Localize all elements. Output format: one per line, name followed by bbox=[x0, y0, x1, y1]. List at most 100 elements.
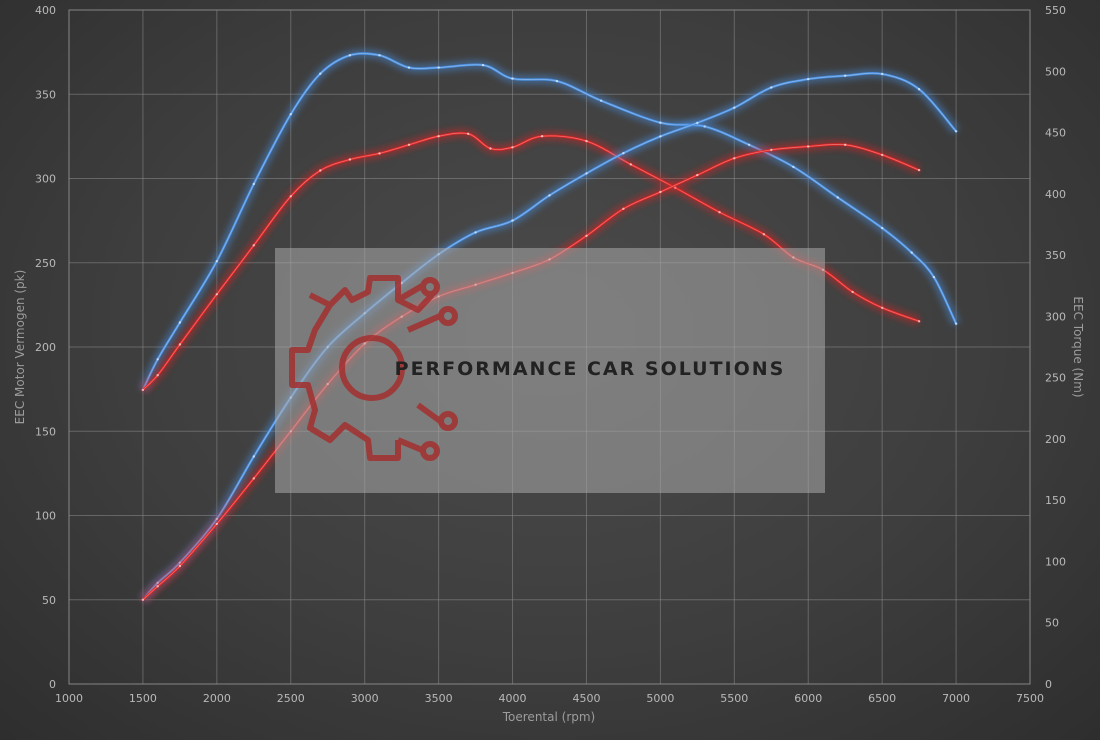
y2-tick-label: 100 bbox=[1045, 555, 1066, 568]
y-tick-label: 350 bbox=[35, 88, 56, 101]
data-point bbox=[770, 86, 773, 89]
data-point bbox=[881, 153, 884, 157]
data-point bbox=[844, 74, 847, 77]
data-point bbox=[718, 211, 721, 214]
data-point bbox=[910, 251, 913, 254]
data-point bbox=[659, 121, 662, 124]
data-point bbox=[836, 196, 839, 199]
y2-tick-label: 50 bbox=[1045, 617, 1059, 630]
watermark: PERFORMANCE CAR SOLUTIONS bbox=[275, 248, 825, 493]
x-tick-label: 6500 bbox=[868, 692, 896, 705]
data-point bbox=[540, 135, 544, 138]
data-point bbox=[917, 168, 921, 172]
gear-circuit-logo-icon bbox=[289, 275, 458, 461]
series-1-torque-line bbox=[138, 48, 961, 392]
data-point bbox=[474, 231, 477, 234]
y2-tick-label: 250 bbox=[1045, 372, 1066, 385]
data-point bbox=[844, 143, 847, 146]
data-point bbox=[178, 564, 182, 568]
x-tick-label: 7500 bbox=[1016, 692, 1044, 705]
data-point bbox=[770, 148, 773, 152]
y-tick-label: 250 bbox=[35, 257, 56, 270]
y2-tick-label: 400 bbox=[1045, 188, 1066, 201]
data-point bbox=[252, 455, 255, 458]
data-point bbox=[437, 66, 440, 69]
x-tick-label: 6000 bbox=[794, 692, 822, 705]
series-3-power-line bbox=[139, 68, 960, 603]
y2-tick-label: 150 bbox=[1045, 494, 1066, 507]
data-point bbox=[252, 477, 255, 480]
data-point bbox=[348, 158, 352, 161]
data-point bbox=[252, 182, 255, 186]
x-tick-label: 5000 bbox=[646, 692, 674, 705]
data-point bbox=[851, 290, 854, 294]
data-point bbox=[881, 72, 884, 76]
data-point bbox=[703, 125, 706, 128]
data-point bbox=[555, 79, 559, 83]
data-point bbox=[659, 135, 662, 138]
brand-name: PERFORMANCE CAR SOLUTIONS bbox=[395, 358, 786, 380]
data-point bbox=[792, 165, 795, 169]
x-tick-label: 3000 bbox=[351, 692, 379, 705]
y2-tick-label: 450 bbox=[1045, 127, 1066, 140]
x-tick-label: 7000 bbox=[942, 692, 970, 705]
data-point bbox=[917, 320, 921, 323]
y2-tick-label: 300 bbox=[1045, 310, 1066, 323]
x-tick-label: 4000 bbox=[499, 692, 527, 705]
x-tick-label: 5500 bbox=[720, 692, 748, 705]
data-point bbox=[881, 226, 884, 230]
y2-tick-label: 350 bbox=[1045, 249, 1066, 262]
data-point bbox=[467, 132, 470, 135]
data-point bbox=[511, 219, 514, 222]
data-point bbox=[696, 173, 699, 177]
data-point bbox=[954, 130, 958, 133]
data-point bbox=[407, 66, 411, 69]
data-point bbox=[319, 72, 322, 75]
x-tick-label: 3500 bbox=[425, 692, 453, 705]
data-point bbox=[932, 275, 936, 279]
data-point bbox=[141, 598, 145, 601]
data-point bbox=[696, 121, 699, 125]
data-point bbox=[585, 139, 588, 143]
data-point bbox=[215, 522, 218, 526]
y-tick-label: 200 bbox=[35, 341, 56, 354]
data-point bbox=[747, 143, 751, 146]
data-point bbox=[733, 157, 736, 160]
data-point bbox=[437, 135, 440, 138]
x-tick-label: 2500 bbox=[277, 692, 305, 705]
data-point bbox=[954, 322, 958, 325]
y-tick-label: 100 bbox=[35, 510, 56, 523]
data-point bbox=[548, 194, 551, 197]
data-point bbox=[489, 147, 492, 150]
x-axis-ticks: 1000 1500 2000 2500 3000 3500 4000 4500 5000 5500… bbox=[55, 692, 1044, 705]
data-point bbox=[807, 77, 810, 81]
data-point bbox=[585, 234, 588, 237]
y2-axis-ticks: 0 50 100 150 200 250 300 350 400 450 500 550 bbox=[1045, 4, 1066, 691]
series-line bbox=[141, 72, 958, 601]
y2-tick-label: 200 bbox=[1045, 433, 1066, 446]
data-point bbox=[215, 260, 218, 263]
data-point bbox=[622, 152, 625, 155]
plot-frame bbox=[68, 9, 1031, 685]
series-highlight bbox=[142, 72, 957, 601]
data-point bbox=[622, 207, 625, 210]
data-point bbox=[156, 585, 159, 588]
data-point bbox=[511, 77, 514, 80]
data-point bbox=[917, 88, 921, 91]
y2-tick-label: 0 bbox=[1045, 678, 1052, 691]
y-axis-title: EEC Motor Vermogen (pk) bbox=[13, 270, 27, 425]
x-axis-title: Toerental (rpm) bbox=[502, 710, 595, 724]
data-point bbox=[378, 54, 381, 57]
data-point bbox=[407, 143, 411, 146]
data-point bbox=[178, 321, 182, 324]
y-tick-label: 50 bbox=[42, 594, 56, 607]
data-point bbox=[378, 152, 381, 155]
y2-tick-label: 500 bbox=[1045, 65, 1066, 78]
data-point bbox=[156, 374, 159, 377]
data-point bbox=[141, 388, 145, 392]
data-point bbox=[156, 358, 159, 361]
data-point bbox=[289, 113, 292, 116]
y-tick-label: 0 bbox=[49, 678, 56, 691]
y2-axis-title: EEC Torque (Nm) bbox=[1071, 296, 1085, 397]
